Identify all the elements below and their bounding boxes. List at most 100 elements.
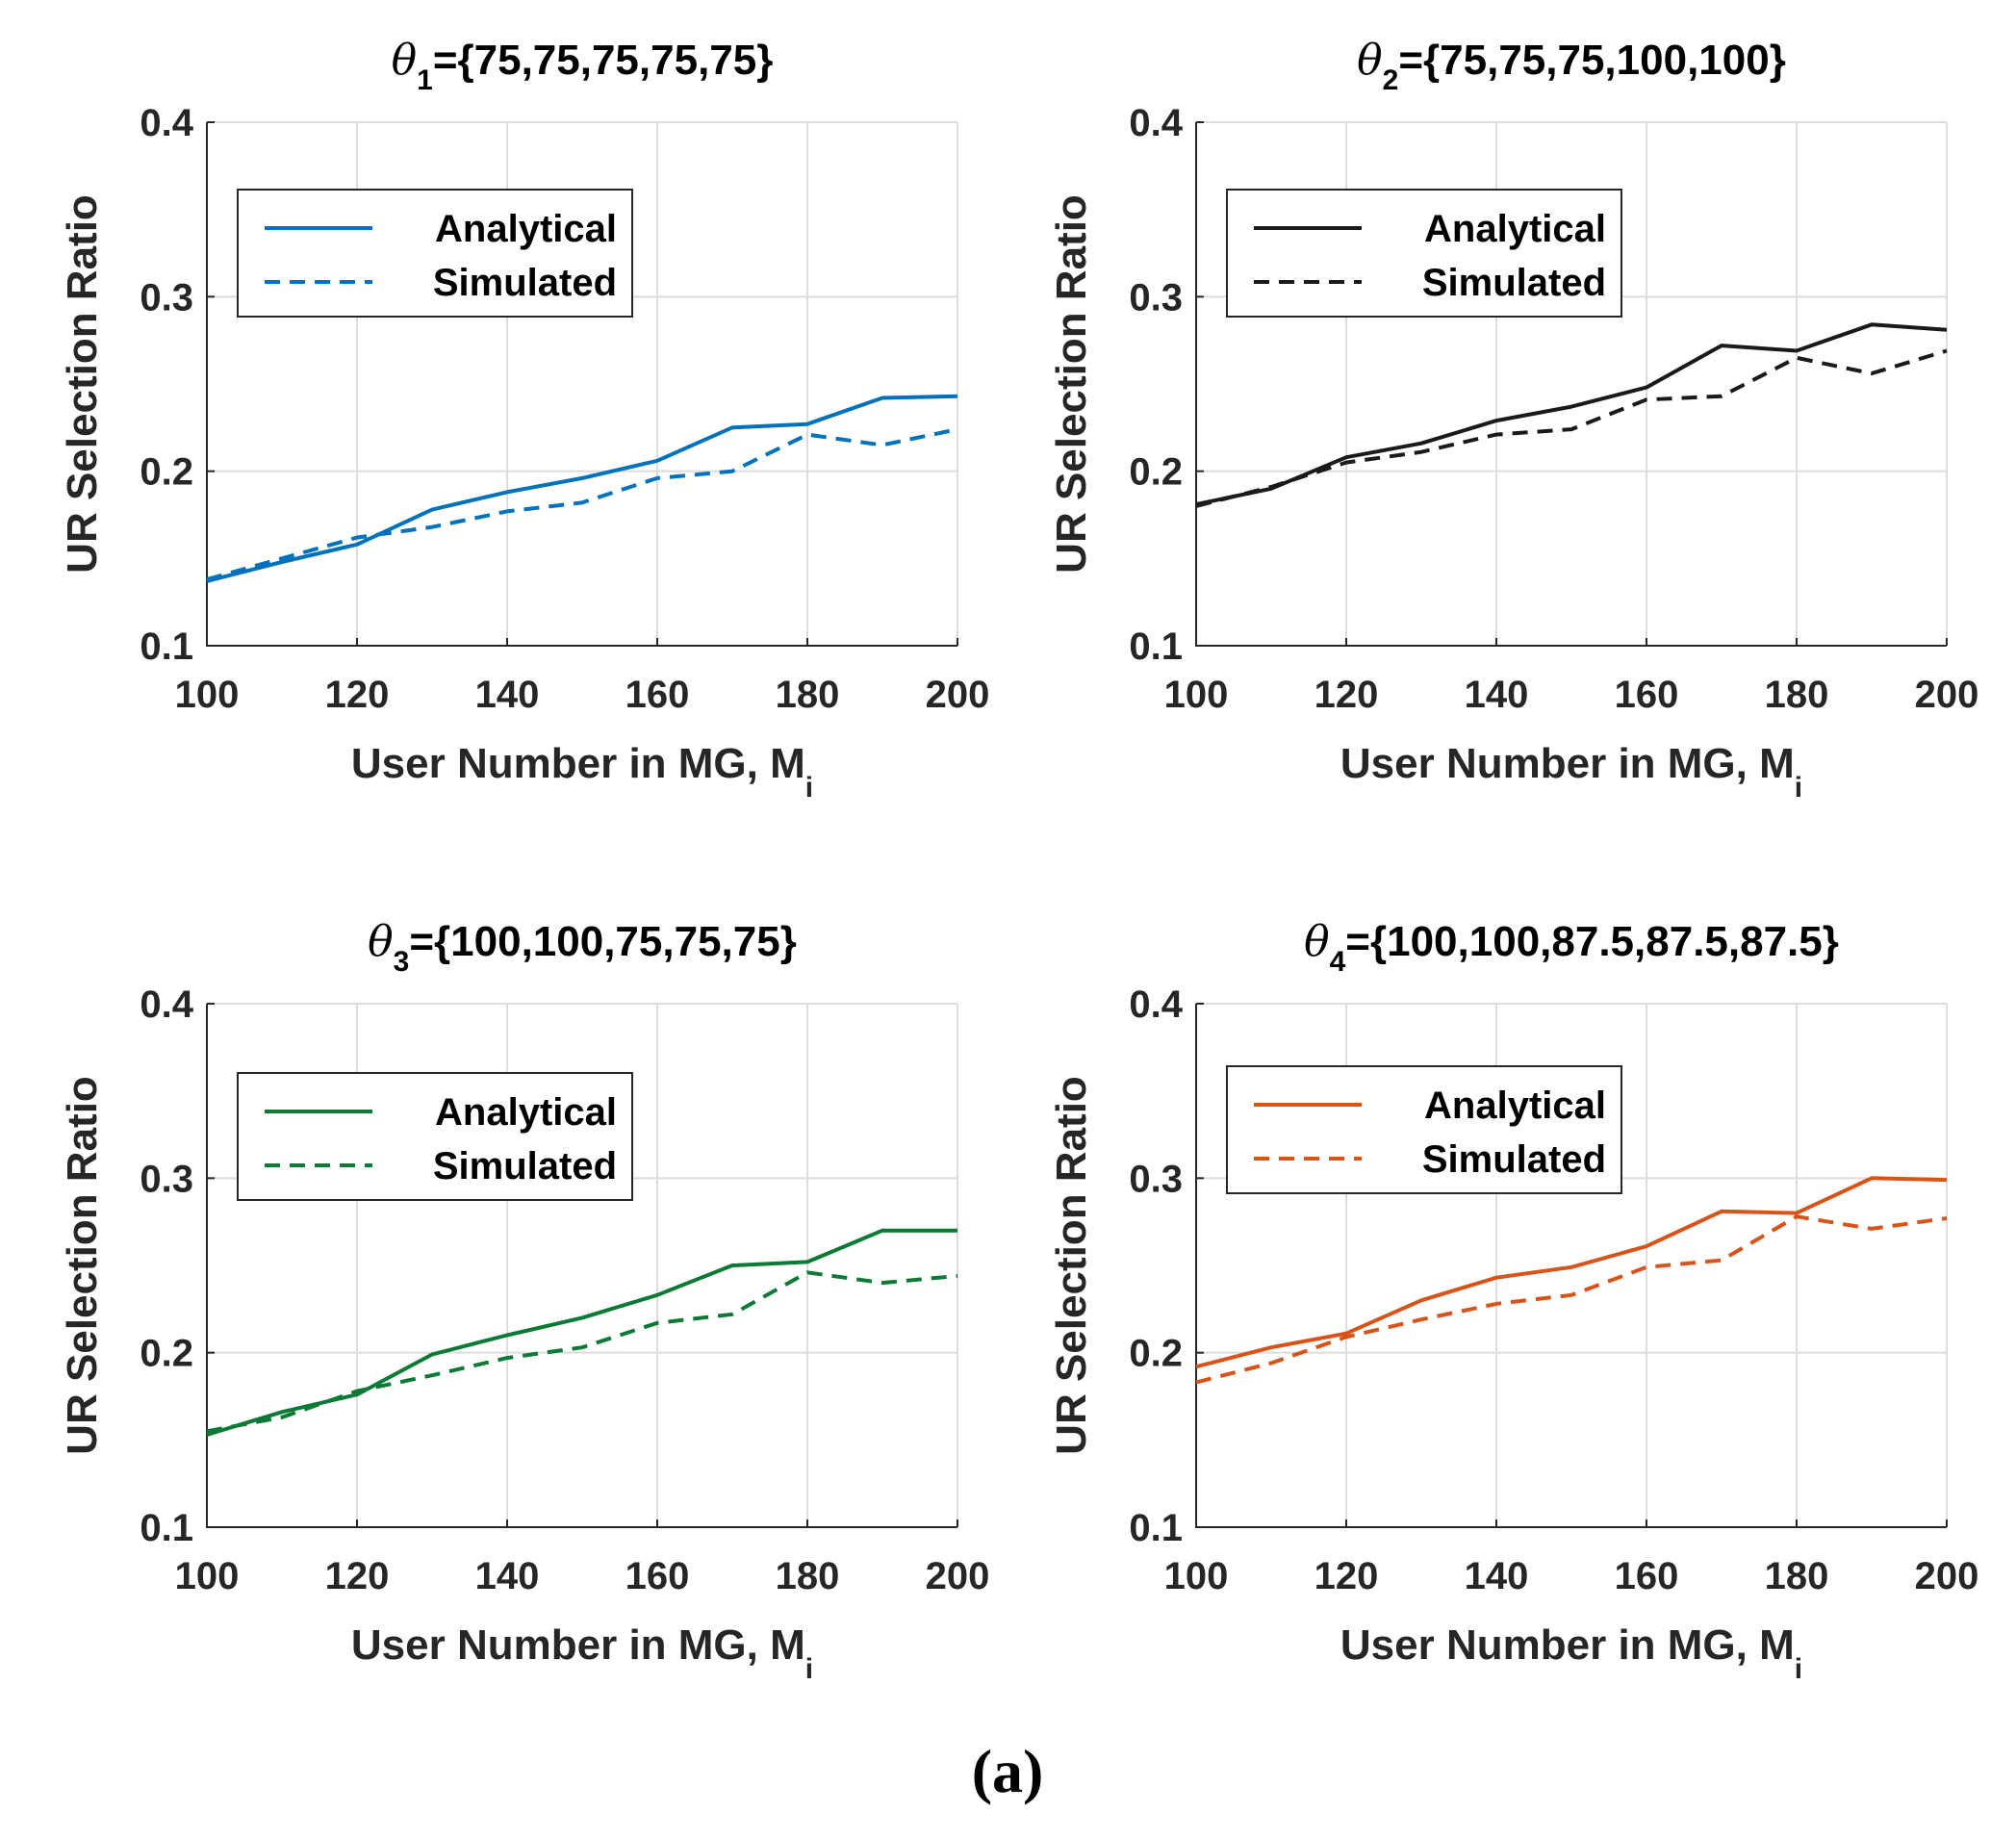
legend-box <box>1226 1065 1622 1194</box>
legend-label-analytical: Analytical <box>435 1091 617 1134</box>
x-axis-label-sub: i <box>805 1653 813 1685</box>
series-line-analytical <box>1195 1176 1948 1369</box>
legend-label-analytical: Analytical <box>1424 208 1606 250</box>
x-tick-label: 160 <box>1615 1555 1679 1597</box>
x-axis-label: User Number in MG, Mi <box>1340 740 1802 804</box>
x-tick-label: 100 <box>175 674 240 716</box>
title-text: ={75,75,75,75,75} <box>433 37 774 84</box>
y-tick-label: 0.3 <box>1129 1158 1183 1200</box>
title-symbol: θ <box>392 36 418 85</box>
x-axis-label-main: User Number in MG, M <box>1340 740 1795 787</box>
x-tick-label: 180 <box>776 1555 840 1597</box>
x-axis-label-main: User Number in MG, M <box>351 740 805 787</box>
x-tick-label: 200 <box>926 674 990 716</box>
x-axis-label-main: User Number in MG, M <box>1340 1621 1795 1669</box>
series-line-simulated <box>206 427 958 582</box>
legend: Analytical Simulated <box>1226 1065 1622 1194</box>
x-axis-label-sub: i <box>1795 1653 1802 1685</box>
x-tick-label: 200 <box>1915 1555 1979 1597</box>
legend-label-analytical: Analytical <box>435 208 617 250</box>
title-text: ={100,100,87.5,87.5,87.5} <box>1345 918 1839 965</box>
chart-panel-4: 100 120 140 160 180 200 0.1 0.2 0.3 0.4 User Numbe… <box>1048 917 1978 1685</box>
x-axis-label-sub: i <box>1795 772 1802 804</box>
x-tick-label: 200 <box>926 1555 990 1597</box>
title-symbol: θ <box>1304 917 1330 966</box>
y-tick-label: 0.3 <box>140 276 193 319</box>
title-symbol: θ <box>368 917 394 966</box>
y-tick-label: 0.2 <box>140 1333 193 1375</box>
y-tick-label: 0.2 <box>140 451 193 494</box>
series-line-analytical <box>1195 322 1948 507</box>
chart-panel-1: 100 120 140 160 180 200 0.1 0.2 0.3 0.4 User Numbe… <box>59 36 989 804</box>
x-tick-label: 120 <box>1314 1555 1379 1597</box>
y-axis-label: UR Selection Ratio <box>1048 194 1095 574</box>
x-tick-label: 140 <box>475 674 540 716</box>
series-line-analytical <box>206 394 958 583</box>
x-tick-label: 200 <box>1915 674 1979 716</box>
y-tick-label: 0.4 <box>140 983 193 1026</box>
chart-title: θ1={75,75,75,75,75} <box>392 36 774 96</box>
chart-title: θ2={75,75,75,100,100} <box>1357 36 1786 96</box>
y-tick-label: 0.1 <box>1129 1507 1183 1549</box>
x-tick-label: 160 <box>625 1555 690 1597</box>
x-tick-label: 100 <box>1164 1555 1229 1597</box>
legend-box <box>237 1072 633 1201</box>
title-text: ={100,100,75,75,75} <box>409 918 797 965</box>
x-axis-label-main: User Number in MG, M <box>351 1621 805 1669</box>
title-text: ={75,75,75,100,100} <box>1398 37 1786 84</box>
x-axis-label: User Number in MG, Mi <box>351 740 813 804</box>
chart-title: θ4={100,100,87.5,87.5,87.5} <box>1304 917 1839 978</box>
x-tick-label: 180 <box>776 674 840 716</box>
x-tick-label: 180 <box>1765 1555 1829 1597</box>
y-tick-label: 0.1 <box>140 625 193 668</box>
y-tick-label: 0.4 <box>1129 983 1183 1026</box>
legend-box <box>237 189 633 318</box>
x-axis-label-sub: i <box>805 772 813 804</box>
y-tick-label: 0.3 <box>140 1158 193 1200</box>
y-tick-label: 0.1 <box>140 1507 193 1549</box>
legend: Analytical Simulated <box>237 1072 633 1201</box>
y-axis-label: UR Selection Ratio <box>59 1076 106 1455</box>
title-subscript: 2 <box>1383 64 1399 96</box>
x-tick-label: 100 <box>175 1555 240 1597</box>
legend-label-simulated: Simulated <box>433 1145 617 1187</box>
title-subscript: 1 <box>417 64 433 96</box>
x-tick-label: 140 <box>1465 1555 1529 1597</box>
series-line-simulated <box>1195 348 1948 508</box>
legend-label-simulated: Simulated <box>1422 262 1606 304</box>
x-axis-label: User Number in MG, Mi <box>351 1621 813 1685</box>
title-subscript: 3 <box>394 946 410 978</box>
x-tick-label: 140 <box>475 1555 540 1597</box>
x-tick-label: 160 <box>1615 674 1679 716</box>
legend-label-analytical: Analytical <box>1424 1085 1606 1127</box>
chart-panel-2: 100 120 140 160 180 200 0.1 0.2 0.3 0.4 User Numbe… <box>1048 36 1978 804</box>
figure-caption: (a) <box>972 1737 1044 1805</box>
y-axis-label: UR Selection Ratio <box>1048 1076 1095 1455</box>
legend-label-simulated: Simulated <box>1422 1138 1606 1181</box>
title-subscript: 4 <box>1330 946 1346 978</box>
y-tick-label: 0.2 <box>1129 451 1183 494</box>
series-line-analytical <box>206 1228 957 1437</box>
legend-box <box>1226 189 1622 318</box>
series-line-simulated <box>1195 1214 1948 1385</box>
chart-title: θ3={100,100,75,75,75} <box>368 917 797 978</box>
x-tick-label: 120 <box>1314 674 1379 716</box>
x-tick-label: 180 <box>1765 674 1829 716</box>
y-tick-label: 0.2 <box>1129 1333 1183 1375</box>
x-tick-label: 120 <box>325 1555 390 1597</box>
series-line-simulated <box>206 1270 958 1434</box>
legend: Analytical Simulated <box>1226 189 1622 318</box>
y-tick-label: 0.1 <box>1129 625 1183 668</box>
chart-panel-3: 100 120 140 160 180 200 0.1 0.2 0.3 0.4 User Numbe… <box>59 917 989 1685</box>
y-tick-label: 0.4 <box>1129 102 1183 144</box>
title-symbol: θ <box>1357 36 1383 85</box>
y-tick-label: 0.4 <box>140 102 193 144</box>
x-tick-label: 140 <box>1465 674 1529 716</box>
legend-label-simulated: Simulated <box>433 262 617 304</box>
x-tick-label: 120 <box>325 674 390 716</box>
y-axis-label: UR Selection Ratio <box>59 194 106 574</box>
x-tick-label: 100 <box>1164 674 1229 716</box>
x-axis-label: User Number in MG, Mi <box>1340 1621 1802 1685</box>
x-tick-label: 160 <box>625 674 690 716</box>
